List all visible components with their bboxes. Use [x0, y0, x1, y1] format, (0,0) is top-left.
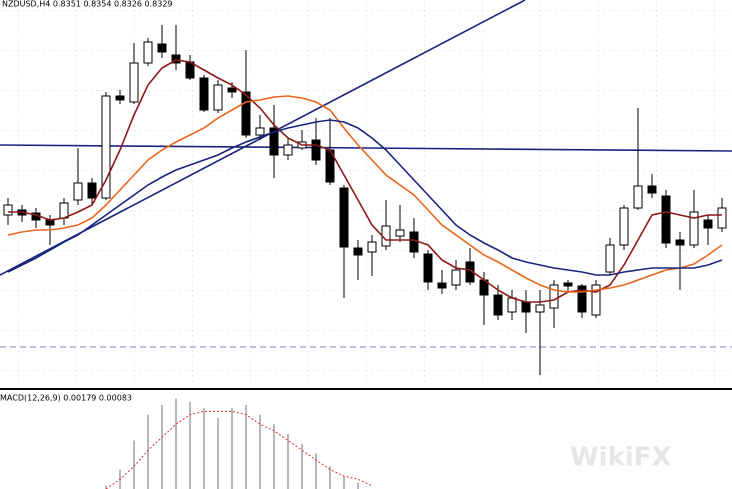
candle-body [227, 87, 237, 93]
candle-body [535, 304, 545, 313]
moving-average [7, 119, 723, 276]
candle-body [3, 204, 13, 216]
candle-body [703, 219, 713, 229]
candle-body [353, 247, 363, 256]
candle-body [619, 207, 629, 246]
candle-body [87, 182, 97, 199]
candle-body [283, 144, 293, 156]
candle-body [269, 127, 279, 156]
candle-body [549, 284, 559, 309]
candle-body [647, 185, 657, 194]
candle-body [521, 301, 531, 313]
candle-body [255, 127, 265, 136]
candle-body [213, 84, 223, 111]
candle-body [661, 195, 671, 244]
candle-body [101, 95, 111, 199]
candle-body [493, 294, 503, 316]
candle-body [143, 41, 153, 64]
candle-body [157, 43, 167, 53]
macd-title: MACD(12,26,9) 0.00179 0.00083 [0, 394, 132, 403]
candle-body [367, 241, 377, 253]
candle-body [451, 269, 461, 286]
candle-body [395, 229, 405, 237]
candle-body [241, 91, 251, 136]
watermark: WikiFX [570, 443, 672, 473]
candle-body [675, 239, 685, 246]
candle-body [591, 284, 601, 316]
candle-body [605, 244, 615, 273]
grid-background [0, 0, 732, 386]
candle-body [689, 211, 699, 246]
macd-panel [105, 398, 373, 489]
chart-title: NZDUSD,H4 0.8351 0.8354 0.8326 0.8329 [2, 0, 173, 9]
candle-body [339, 187, 349, 248]
candle-body [423, 253, 433, 283]
candle-body [115, 95, 125, 101]
candle-body [73, 182, 83, 201]
candle-body [717, 207, 727, 229]
candle-body [507, 297, 517, 313]
candle-body [171, 54, 181, 64]
candle-body [129, 62, 139, 103]
candle-body [199, 77, 209, 111]
candle-body [311, 139, 321, 161]
candle-body [577, 285, 587, 313]
price-panel [0, 0, 732, 375]
candle-body [409, 231, 419, 253]
candle-body [59, 202, 69, 219]
candle-body [633, 185, 643, 209]
moving-average [7, 95, 723, 293]
candle-body [437, 282, 447, 289]
macd-signal [105, 410, 373, 489]
candle-body [563, 282, 573, 287]
